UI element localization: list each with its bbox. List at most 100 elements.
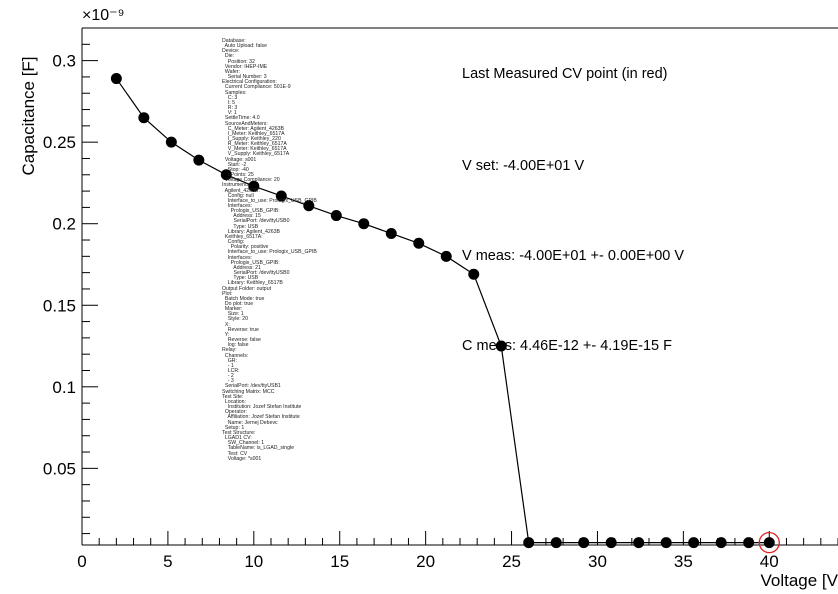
config-line: Plot: [222,290,233,297]
config-line: Test Site: [222,393,244,400]
config-line: Current Compliance: 501E-9 [222,84,291,91]
y-tick-label: 0.1 [52,378,76,397]
config-line: LGAD1 CV: [222,435,252,442]
config-line: Do plot: true [222,300,254,307]
config-line: V_Meter: Keithley_6517A [222,146,287,153]
y-axis: 0.05 0.1 0.15 0.2 0.25 0.3 [43,43,98,535]
plot-frame [81,27,838,546]
config-line: Keithley_6517A: [222,233,263,240]
config-line: Database: [222,38,246,44]
config-line: Auto Upload: false [222,43,267,50]
config-line: Stop: -40 [222,166,249,173]
y-tick-label: 0.05 [43,459,76,478]
config-line: Interface_to_use: Prologix_USB_GPIB [222,197,317,204]
config-line: Output Folder: output [222,285,272,292]
config-line: SerialPort: /dev/ttyUSB0 [222,270,290,277]
x-axis-title: Voltage [V [760,571,838,590]
config-line: Start: -2 [222,161,247,168]
x-tick-label: 20 [416,552,435,571]
data-point [743,537,755,549]
config-line: Y: [222,331,230,338]
data-point [715,537,727,549]
config-line: GR: [222,357,237,364]
config-line: Interfaces: [222,203,252,209]
config-line: Library: Agilent_4263B [222,228,280,235]
config-line: Die: [222,53,235,60]
x-tick-label: 5 [163,552,172,571]
data-point [413,237,425,249]
config-line: Serial Number: 3 [222,74,267,81]
config-line: Config: [222,239,245,246]
config-line: - 1 [222,362,234,369]
config-line: Library: Keithley_6517B [222,280,283,287]
config-line: C: 3 [222,94,238,101]
config-line: SettleTime: 4.0 [222,115,260,122]
config-line: Affiliation: Jozef Stefan Institute [222,414,300,421]
data-point [385,227,397,239]
config-line: Agilent_4263B: [222,187,260,194]
config-line: Voltage Compliance: 20 [222,177,280,184]
x-tick-label: 35 [674,552,693,571]
data-point [193,154,205,166]
y-tick-label: 0.2 [52,215,76,234]
data-point [578,537,590,549]
last-point-marker [758,531,780,554]
config-line: Config: null [222,192,254,199]
config-line: SerialPort: /dev/ttyUSB0 [222,218,290,225]
config-line: Electrical Configuration: [222,79,277,86]
config-line: Prologix_USB_GPIB: [222,208,280,215]
config-line: I: 5 [222,99,235,106]
config-line: I_Supply: Keithley_220 [222,135,281,142]
config-line: Wafer: [222,68,240,75]
config-line: Name: Jernej Debevc [222,419,278,426]
config-line: R_Meter: Keithley_6517A [222,141,287,148]
data-point [358,218,370,230]
data-point [303,200,315,212]
config-line: - 3 [222,378,234,385]
config-line: Address: 15 [222,213,261,220]
data-point [275,190,287,202]
config-line: Test Structure: [222,429,256,436]
y-tick-label: 0.15 [43,296,76,315]
data-point [688,537,700,549]
config-line: V: 1 [222,110,237,117]
data-point [495,340,507,352]
config-line: - 2 [222,373,234,380]
annotation-v-meas: V meas: -4.00E+01 +- 0.00E+00 V [462,248,684,264]
config-line: Vendor: IHEP-IME [222,63,268,70]
config-line: I_Meter: Keithley_6517A [222,130,285,137]
data-point [248,180,260,192]
y-exponent-label: ×10⁻⁹ [82,7,124,24]
config-line: SerialPort: /dev/ttyUSB1 [222,383,281,390]
data-point [165,136,177,148]
config-line: V_Supply: Keithley_6517A [222,151,290,158]
y-tick-label: 0.25 [43,133,76,152]
data-point [330,210,342,222]
data-point [523,537,535,549]
config-line: Voltage: s001 [222,156,257,163]
y-tick-label: 0.3 [52,52,76,71]
config-line: Operator: [222,409,247,416]
config-line: log: false [222,342,249,349]
last-point-highlight [758,531,780,554]
x-tick-label: 25 [502,552,521,571]
x-tick-label: 30 [588,552,607,571]
configuration-text-block: Database: Auto Upload: false Device: Die:… [222,38,372,462]
config-line: Institution: Jozef Stefan Institute [222,404,302,411]
data-point [110,73,122,85]
data-point [605,537,617,549]
data-point [633,537,645,549]
config-line: C_Meter: Agilent_4263B [222,125,284,132]
config-line: Reverse: true [222,326,259,333]
config-line: Device: [222,48,240,55]
annotation-last-point: Last Measured CV point (in red) [462,66,668,82]
data-point [550,537,562,549]
config-line: R: 3 [222,105,238,112]
annotation-c-meas: C meas: 4.46E-12 +- 4.19E-15 F [462,338,672,354]
config-line: Test: CV [222,450,248,457]
config-line: Relay: [222,347,237,354]
series-line [115,78,770,544]
data-point [468,268,480,280]
